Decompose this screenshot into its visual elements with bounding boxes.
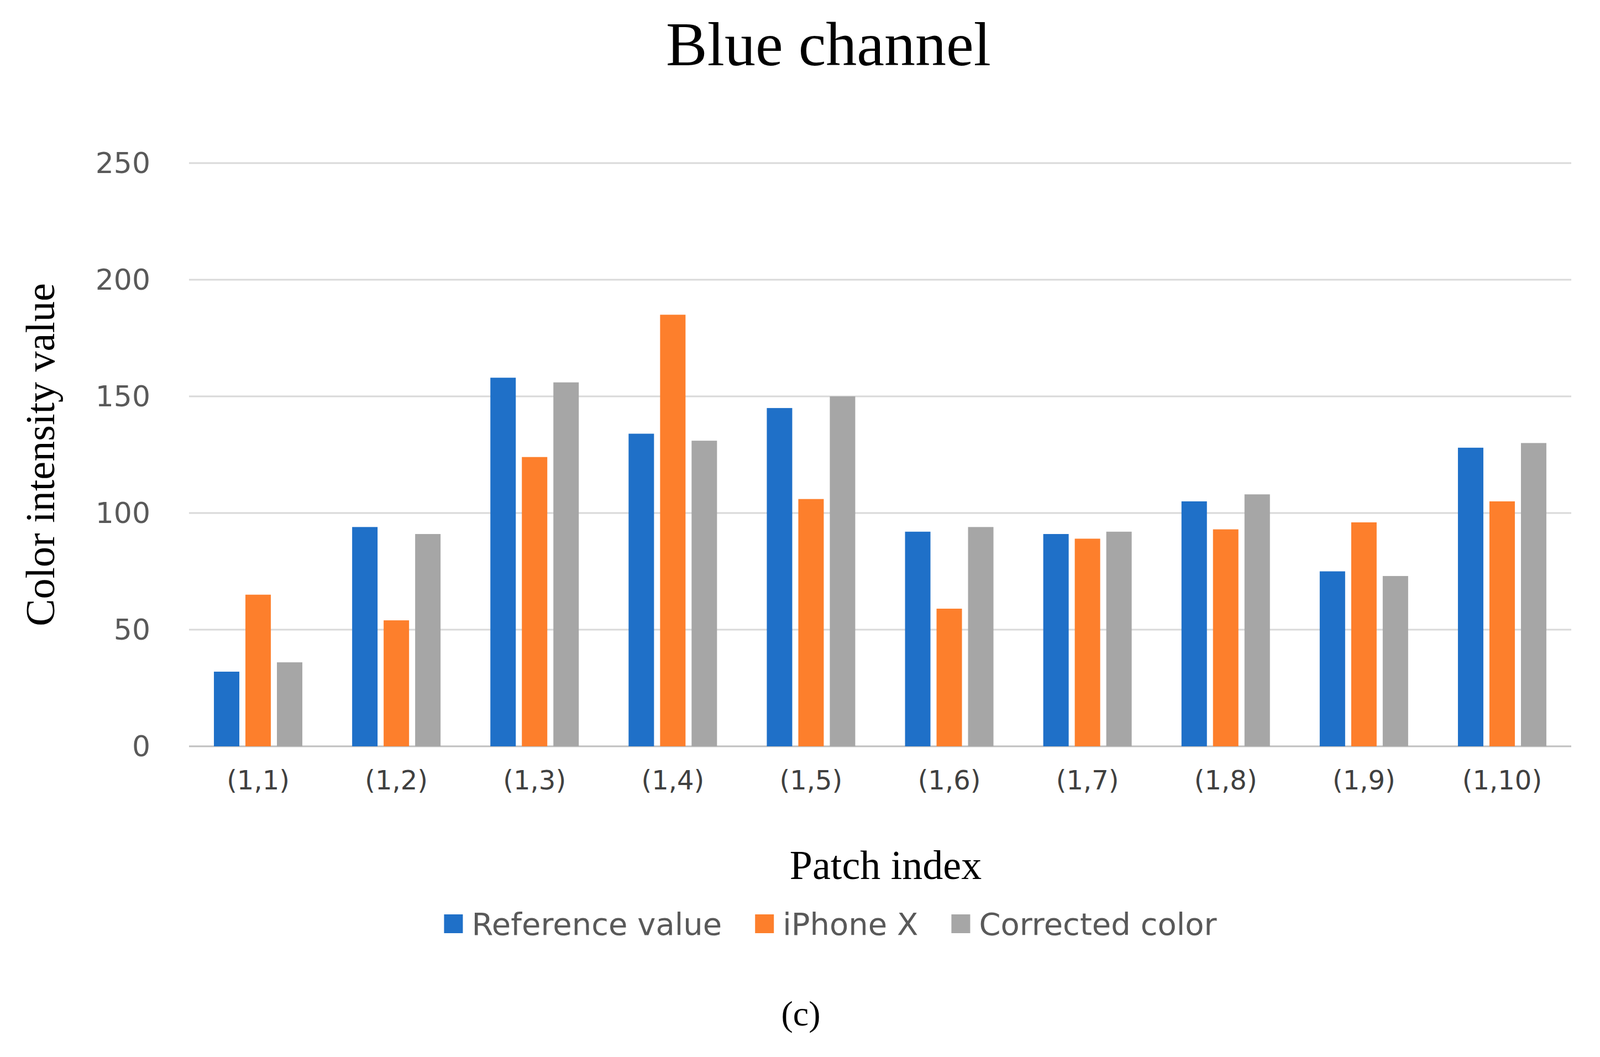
x-tick-label: (1,9)	[1332, 764, 1396, 796]
bar	[521, 457, 548, 747]
bar	[628, 433, 654, 747]
bar	[352, 526, 378, 747]
bar	[1074, 538, 1101, 747]
caption: (c)	[780, 993, 821, 1033]
x-tick-label: (1,2)	[364, 764, 428, 796]
x-tick-label: (1,8)	[1194, 764, 1258, 796]
bar	[1043, 533, 1069, 747]
y-tick-label: 50	[113, 612, 151, 647]
bar	[1520, 442, 1547, 747]
bar	[829, 396, 855, 747]
grid-line	[189, 162, 1572, 165]
bar	[383, 620, 409, 747]
y-tick-label: 0	[132, 729, 151, 763]
bar	[905, 531, 931, 747]
bar	[936, 608, 963, 747]
bar	[1244, 494, 1271, 747]
y-tick-label: 150	[95, 379, 151, 413]
bar	[1489, 501, 1515, 747]
y-tick-label: 100	[95, 496, 151, 530]
bar	[415, 533, 441, 747]
grid-line	[189, 395, 1572, 398]
x-tick-label: (1,1)	[226, 764, 290, 796]
bar	[245, 594, 271, 747]
legend-label: iPhone X	[782, 905, 918, 942]
bar	[490, 377, 516, 747]
bars	[213, 314, 1547, 747]
bar	[1382, 575, 1409, 747]
x-tick-label: (1,6)	[917, 764, 982, 796]
bar	[798, 499, 824, 747]
legend-swatch	[754, 914, 774, 933]
y-axis-label: Color intensity value	[17, 282, 64, 627]
x-tick-label: (1,4)	[641, 764, 705, 796]
bar	[691, 440, 717, 747]
x-axis-label: Patch index	[789, 842, 982, 888]
grid-line	[189, 279, 1572, 281]
bar	[968, 526, 994, 747]
legend-label: Corrected color	[978, 905, 1217, 942]
bar	[1213, 529, 1239, 747]
bar	[553, 382, 579, 747]
chart: Blue channel Color intensity value 0 50 100 1…	[0, 0, 1600, 1057]
legend-swatch	[951, 914, 970, 933]
grid-line	[189, 512, 1572, 514]
y-tick-label: 200	[95, 263, 151, 297]
bar	[1319, 571, 1346, 747]
legend: Reference value iPhone X Corrected color	[443, 905, 1217, 942]
x-tick-label: (1,5)	[779, 764, 843, 796]
bar	[1457, 447, 1484, 747]
x-tick-label: (1,3)	[502, 764, 566, 796]
bar	[1106, 531, 1132, 747]
legend-label: Reference value	[471, 905, 722, 942]
legend-swatch	[443, 914, 463, 933]
x-tick-label: (1,10)	[1462, 764, 1542, 796]
bar	[276, 662, 303, 747]
title: Blue channel	[665, 9, 991, 79]
x-tick-label: (1,7)	[1056, 764, 1120, 796]
y-tick-label: 250	[95, 146, 151, 180]
bar	[1351, 522, 1377, 747]
bar	[213, 671, 240, 747]
bar	[766, 407, 792, 747]
bar	[1181, 501, 1208, 747]
bar	[659, 314, 686, 747]
